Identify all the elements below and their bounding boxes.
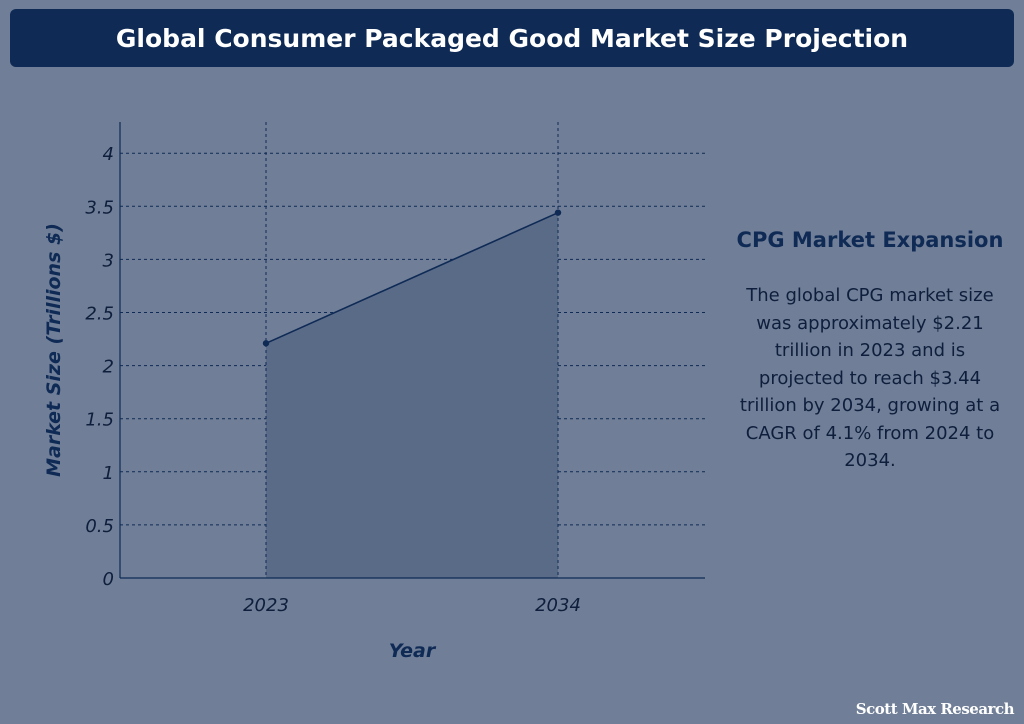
chart-title: Global Consumer Packaged Good Market Siz… [115, 23, 909, 53]
y-tick-label: 1 [103, 463, 114, 484]
y-tick-label: 3.5 [85, 197, 114, 218]
side-panel: CPG Market Expansion The global CPG mark… [735, 226, 1005, 475]
area-fill [266, 212, 558, 578]
x-tick-label: 2034 [535, 595, 581, 616]
y-tick-label: 3 [103, 250, 114, 271]
x-axis-title: Year [389, 640, 437, 662]
y-tick-label: 1.5 [85, 410, 114, 431]
y-tick-label: 2.5 [85, 304, 114, 325]
y-tick-label: 2 [103, 357, 114, 378]
y-tick-label: 4 [103, 144, 114, 165]
side-panel-body: The global CPG market size was approxima… [739, 285, 1001, 471]
series-line [265, 211, 559, 345]
y-axis-title: Market Size (Trillions $) [43, 223, 65, 477]
y-tick-label: 0 [103, 569, 114, 590]
x-tick-label: 2023 [243, 595, 289, 616]
side-panel-heading: CPG Market Expansion [736, 228, 1004, 252]
data-point [554, 209, 562, 216]
watermark-logo: Scott Max Research [855, 700, 1015, 718]
title-bar: Global Consumer Packaged Good Market Siz… [10, 9, 1014, 67]
y-tick-label: 0.5 [85, 516, 114, 537]
data-point [262, 340, 270, 347]
